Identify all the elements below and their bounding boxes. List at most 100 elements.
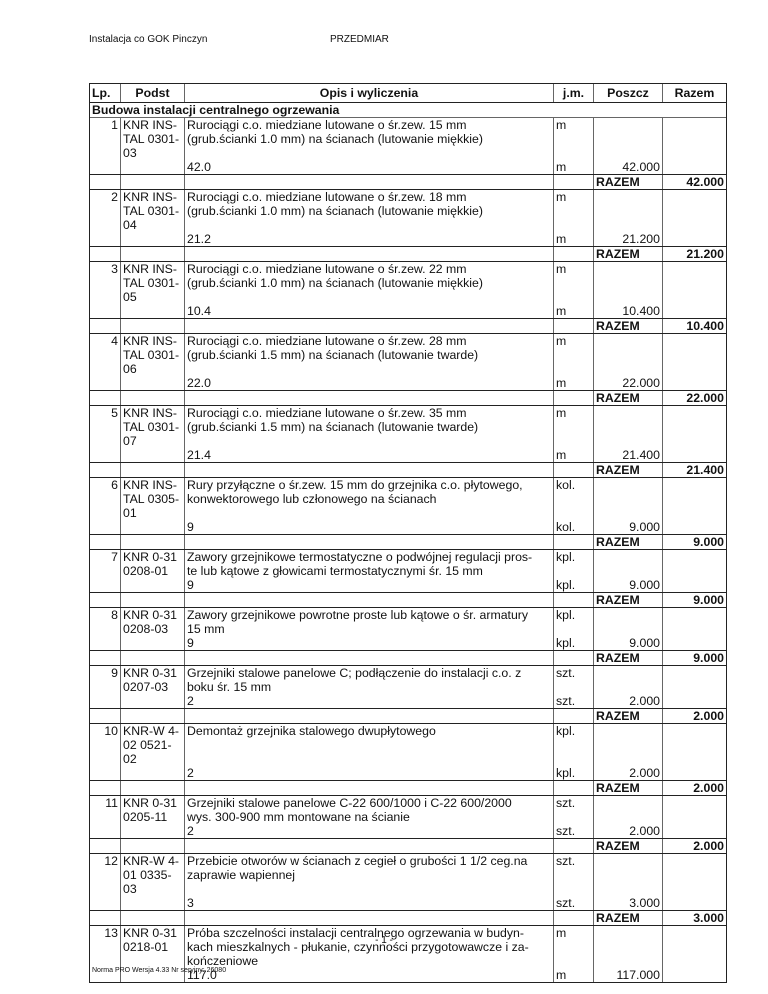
item-number: 5 [90, 406, 121, 448]
quantity-value: 117.000 [594, 968, 663, 982]
table-row: 4 KNR INS- TAL 0301- 06 Rurociągi c.o. miedz… [90, 334, 726, 376]
quantity-unit: szt. [554, 694, 594, 708]
quantity-formula: 3 [185, 896, 554, 910]
razem-row: RAZEM 9.000 [90, 650, 726, 666]
empty-cell [90, 535, 121, 549]
empty-cell [90, 578, 121, 592]
empty-cell [121, 911, 185, 925]
description-line: Rurociągi c.o. miedziane lutowane o śr.z… [187, 190, 467, 204]
item-basis: KNR INS- TAL 0301- 06 [121, 334, 185, 376]
empty-cell [121, 391, 185, 405]
basis-line: TAL 0301- [123, 204, 180, 218]
description-line: (grub.ścianki 1.5 mm) na ścianach (lutow… [187, 420, 479, 434]
item-basis: KNR 0-31 0218-01 [121, 926, 185, 968]
empty-cell [663, 376, 726, 390]
quantity-value: 42.000 [594, 160, 663, 174]
description-line: Przebicie otworów w ścianach z cegieł o … [187, 854, 528, 868]
empty-cell [90, 319, 121, 333]
table-header: Lp. Podst Opis i wyliczenia j.m. Poszcz … [90, 84, 726, 103]
description-line: Rurociągi c.o. miedziane lutowane o śr.z… [187, 334, 467, 348]
empty-cell [663, 160, 726, 174]
description-line: Zawory grzejnikowe termostatyczne o podw… [187, 550, 533, 564]
empty-cell [185, 593, 554, 607]
item-unit: kol. [554, 478, 594, 520]
basis-line: 0208-01 [123, 564, 169, 578]
razem-value: 9.000 [693, 593, 724, 607]
empty-cell [90, 448, 121, 462]
basis-line: TAL 0301- [123, 348, 180, 362]
razem-row: RAZEM 21.400 [90, 462, 726, 478]
quantity-row: 2 szt. 2.000 [90, 694, 726, 708]
empty-cell [594, 406, 663, 448]
empty-cell [121, 896, 185, 910]
item-description: Rurociągi c.o. miedziane lutowane o śr.z… [185, 406, 554, 448]
empty-cell [554, 781, 594, 795]
empty-cell [90, 839, 121, 853]
quantity-value: 10.400 [594, 304, 663, 318]
basis-line: 07 [123, 434, 137, 448]
empty-cell [90, 896, 121, 910]
item-description: Rurociągi c.o. miedziane lutowane o śr.z… [185, 334, 554, 376]
basis-line: TAL 0305- [123, 492, 180, 506]
col-poszcz: Poszcz [594, 84, 663, 102]
empty-cell [663, 896, 726, 910]
basis-line: KNR INS- [123, 118, 177, 132]
razem-label: RAZEM [594, 535, 663, 549]
description-line: (grub.ścianki 1.5 mm) na ścianach (lutow… [187, 348, 479, 362]
quantity-unit: m [554, 448, 594, 462]
empty-cell [663, 478, 726, 520]
empty-cell [90, 160, 121, 174]
basis-line: 0218-01 [123, 940, 169, 954]
quantity-row: 42.0 m 42.000 [90, 160, 726, 174]
empty-cell [121, 766, 185, 780]
col-razem: Razem [674, 86, 715, 100]
empty-cell [121, 593, 185, 607]
empty-cell [554, 709, 594, 723]
description-line: wys. 300-900 mm montowane na ścianie [187, 810, 410, 824]
razem-value: 2.000 [693, 781, 724, 795]
razem-value: 22.000 [686, 391, 724, 405]
empty-cell [121, 160, 185, 174]
quantity-unit: m [554, 232, 594, 246]
item-number: 3 [90, 262, 121, 304]
quantity-formula: 2 [185, 694, 554, 708]
table-row: 2 KNR INS- TAL 0301- 04 Rurociągi c.o. miedz… [90, 190, 726, 232]
description-line: Zawory grzejnikowe powrotne proste lub k… [187, 608, 529, 622]
quantity-unit: szt. [554, 896, 594, 910]
description-line: (grub.ścianki 1.0 mm) na ścianach (lutow… [187, 276, 483, 290]
item-unit: kpl. [554, 724, 594, 766]
table-row: 5 KNR INS- TAL 0301- 07 Rurociągi c.o. miedz… [90, 406, 726, 448]
empty-cell [554, 911, 594, 925]
item-number: 1 [90, 118, 121, 160]
item-basis: KNR 0-31 0208-03 [121, 608, 185, 636]
empty-cell [121, 304, 185, 318]
item-description: Zawory grzejnikowe termostatyczne o podw… [185, 550, 554, 578]
basis-line: KNR 0-31 [123, 608, 177, 622]
razem-label: RAZEM [594, 319, 663, 333]
empty-cell [663, 824, 726, 838]
empty-cell [594, 118, 663, 160]
item-basis: KNR-W 4- 01 0335- 03 [121, 854, 185, 896]
quantity-row: 10.4 m 10.400 [90, 304, 726, 318]
razem-label: RAZEM [594, 247, 663, 261]
quantity-unit: m [554, 968, 594, 982]
empty-cell [663, 262, 726, 304]
empty-cell [594, 478, 663, 520]
basis-line: KNR 0-31 [123, 550, 177, 564]
empty-cell [90, 766, 121, 780]
empty-cell [663, 578, 726, 592]
item-number: 13 [90, 926, 121, 968]
basis-line: KNR-W 4- [123, 724, 180, 738]
empty-cell [121, 463, 185, 477]
empty-cell [121, 247, 185, 261]
table-row: 12 KNR-W 4- 01 0335- 03 Przebicie otworów w … [90, 854, 726, 896]
empty-cell [121, 839, 185, 853]
col-podst: Podst [121, 84, 185, 102]
description-line: Próba szczelności instalacji centralnego… [187, 926, 524, 940]
basis-line: 05 [123, 290, 137, 304]
basis-line: KNR 0-31 [123, 926, 177, 940]
empty-cell [185, 651, 554, 665]
basis-line: KNR INS- [123, 334, 177, 348]
razem-label: RAZEM [594, 911, 663, 925]
quantity-formula: 9 [185, 520, 554, 534]
